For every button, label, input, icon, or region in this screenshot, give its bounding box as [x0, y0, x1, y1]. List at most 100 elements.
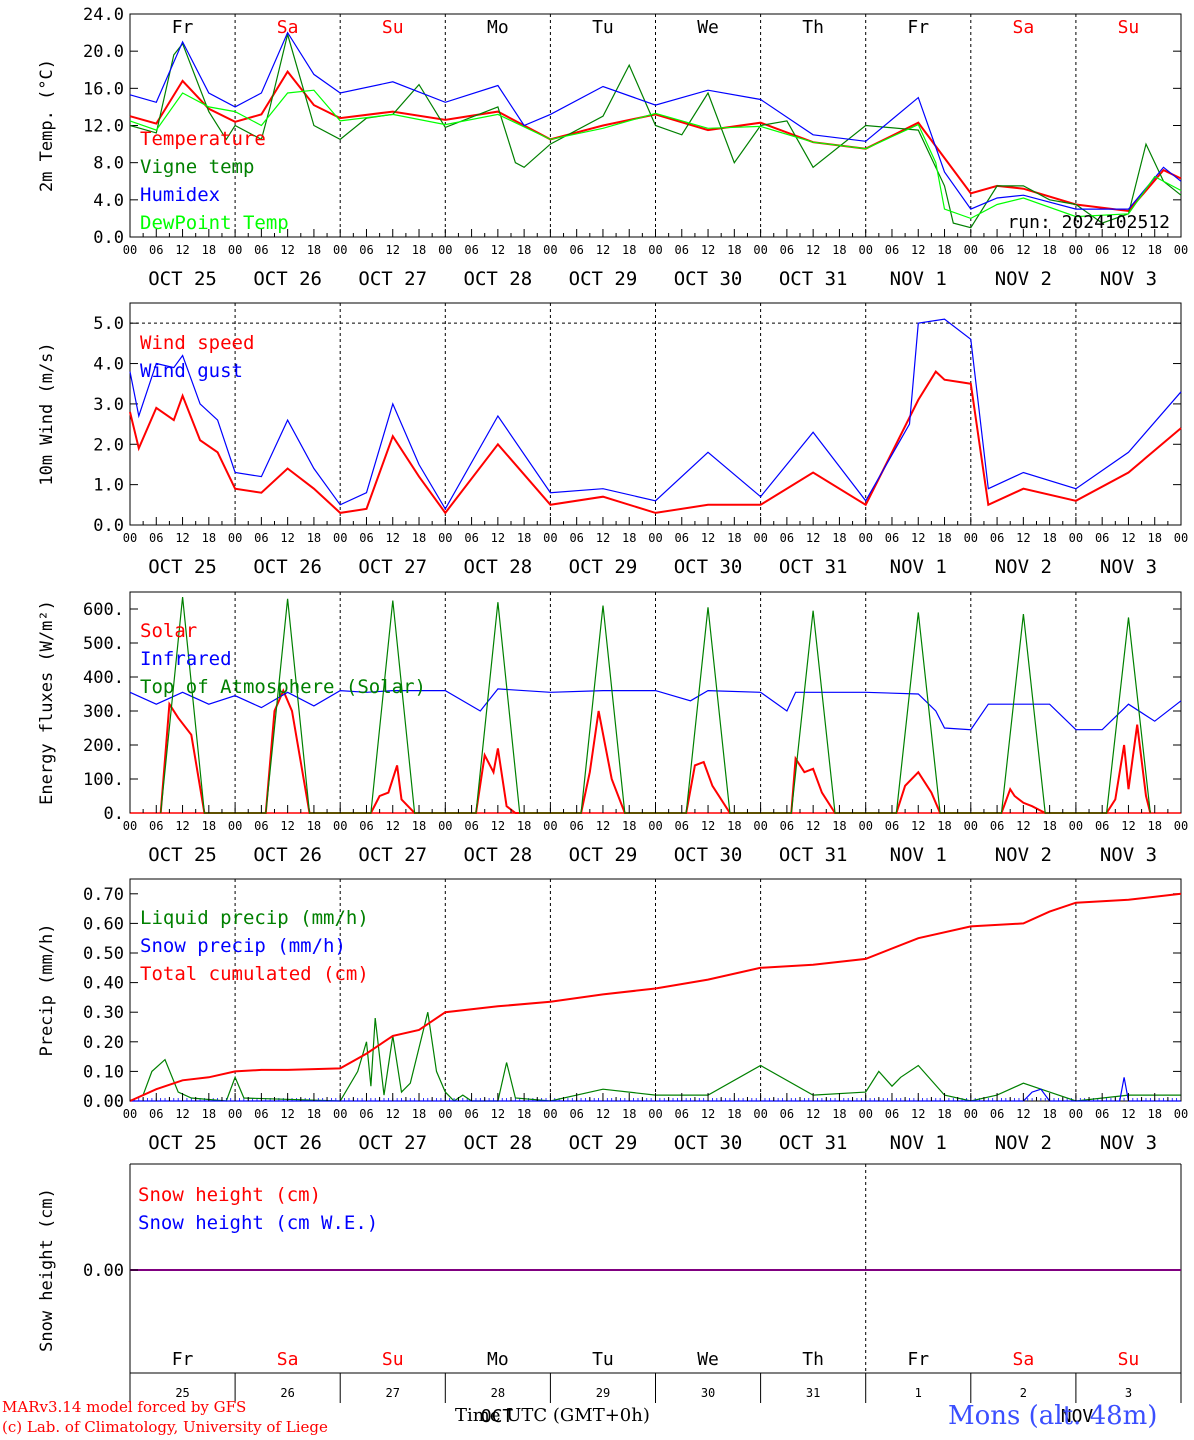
hour-tick-label: 06 — [254, 531, 268, 545]
hour-tick-label: 12 — [911, 1107, 925, 1121]
day-of-week-label: Sa — [277, 1349, 299, 1370]
hour-tick-label: 18 — [1147, 819, 1161, 833]
hour-tick-label: 12 — [1121, 1107, 1135, 1121]
day-number-label: 31 — [806, 1386, 820, 1400]
hour-tick-label: 12 — [701, 819, 715, 833]
hour-tick-label: 12 — [806, 819, 820, 833]
hour-tick-label: 12 — [596, 819, 610, 833]
day-of-week-label: Sa — [1013, 1349, 1035, 1370]
date-label: OCT 30 — [674, 556, 743, 578]
hour-tick-label: 06 — [254, 819, 268, 833]
y-tick-label: 2.0 — [93, 435, 124, 455]
hour-tick-label: 18 — [727, 531, 741, 545]
hour-tick-label: 00 — [123, 1107, 137, 1121]
run-label: run: 2024102512 — [1007, 212, 1170, 233]
hour-tick-label: 00 — [333, 1107, 347, 1121]
hour-tick-label: 12 — [911, 819, 925, 833]
hour-tick-label: 00 — [753, 531, 767, 545]
legend-entry: DewPoint Temp — [140, 212, 289, 234]
legend-entry: Liquid precip (mm/h) — [140, 907, 369, 929]
day-of-week-label: Mo — [487, 1349, 509, 1370]
hour-tick-label: 06 — [885, 531, 899, 545]
hour-tick-label: 12 — [175, 1107, 189, 1121]
series-line-wind-speed — [129, 370, 1182, 515]
hour-tick-label: 18 — [937, 531, 951, 545]
hour-tick-label: 12 — [386, 243, 400, 257]
date-label: OCT 28 — [464, 556, 533, 578]
hour-tick-label: 12 — [596, 531, 610, 545]
hour-tick-label: 00 — [228, 243, 242, 257]
legend-entry: Vigne temp — [140, 156, 254, 178]
date-label: OCT 30 — [674, 844, 743, 866]
x-axis-title: Time UTC (GMT+0h) — [455, 1405, 650, 1426]
hour-tick-label: 12 — [701, 531, 715, 545]
y-tick-label: 0.0 — [93, 228, 124, 248]
hour-tick-label: 18 — [832, 243, 846, 257]
hour-tick-label: 12 — [491, 819, 505, 833]
date-label: NOV 1 — [890, 556, 947, 578]
date-label: OCT 29 — [569, 556, 638, 578]
y-tick-label: 0.00 — [83, 1092, 124, 1112]
date-label: NOV 2 — [995, 1132, 1052, 1154]
date-label: OCT 30 — [674, 268, 743, 290]
day-of-week-label: Th — [802, 17, 824, 38]
date-label: NOV 3 — [1100, 268, 1157, 290]
hour-tick-label: 00 — [648, 819, 662, 833]
hour-tick-label: 06 — [675, 243, 689, 257]
day-number-label: 26 — [280, 1386, 294, 1400]
hour-tick-label: 18 — [412, 531, 426, 545]
hour-tick-label: 06 — [885, 243, 899, 257]
hour-tick-label: 18 — [1042, 1107, 1056, 1121]
hour-tick-label: 18 — [937, 243, 951, 257]
hour-tick-label: 00 — [543, 819, 557, 833]
hour-tick-label: 18 — [517, 531, 531, 545]
hour-tick-label: 06 — [464, 819, 478, 833]
date-label: OCT 25 — [148, 844, 217, 866]
hour-tick-label: 06 — [359, 819, 373, 833]
day-of-week-label: Fr — [172, 1349, 194, 1370]
day-number-label: 1 — [915, 1386, 922, 1400]
hour-tick-label: 18 — [202, 531, 216, 545]
day-of-week-label: Mo — [487, 17, 509, 38]
y-tick-label: 0.60 — [83, 914, 124, 934]
hour-tick-label: 12 — [596, 243, 610, 257]
hour-tick-label: 18 — [307, 1107, 321, 1121]
date-label: NOV 1 — [890, 1132, 947, 1154]
hour-tick-label: 06 — [990, 531, 1004, 545]
hour-tick-label: 12 — [1121, 819, 1135, 833]
y-tick-label: 400. — [83, 668, 124, 688]
hour-tick-label: 18 — [202, 243, 216, 257]
hour-tick-label: 12 — [280, 243, 294, 257]
hour-tick-label: 06 — [359, 531, 373, 545]
hour-tick-label: 12 — [806, 243, 820, 257]
y-tick-label: 0.30 — [83, 1003, 124, 1023]
hour-tick-label: 18 — [307, 243, 321, 257]
hour-tick-label: 06 — [990, 1107, 1004, 1121]
date-label: NOV 2 — [995, 844, 1052, 866]
hour-tick-label: 00 — [964, 819, 978, 833]
date-label: OCT 31 — [779, 556, 848, 578]
day-of-week-label: We — [697, 17, 719, 38]
hour-tick-label: 18 — [1147, 1107, 1161, 1121]
date-label: OCT 27 — [358, 556, 427, 578]
hour-tick-label: 00 — [333, 819, 347, 833]
date-label: OCT 29 — [569, 268, 638, 290]
date-label: OCT 27 — [358, 1132, 427, 1154]
date-label: OCT 28 — [464, 268, 533, 290]
hour-tick-label: 00 — [543, 1107, 557, 1121]
hour-tick-label: 18 — [727, 243, 741, 257]
hour-tick-label: 06 — [359, 243, 373, 257]
legend-entry: Humidex — [140, 184, 220, 206]
hour-tick-label: 06 — [254, 243, 268, 257]
hour-tick-label: 12 — [701, 1107, 715, 1121]
day-number-label: 30 — [701, 1386, 715, 1400]
day-number-label: 29 — [596, 1386, 610, 1400]
hour-tick-label: 00 — [1174, 243, 1188, 257]
hour-tick-label: 00 — [438, 1107, 452, 1121]
date-label: NOV 2 — [995, 268, 1052, 290]
hour-tick-label: 00 — [753, 243, 767, 257]
hour-tick-label: 12 — [596, 1107, 610, 1121]
day-number-label: 2 — [1020, 1386, 1027, 1400]
